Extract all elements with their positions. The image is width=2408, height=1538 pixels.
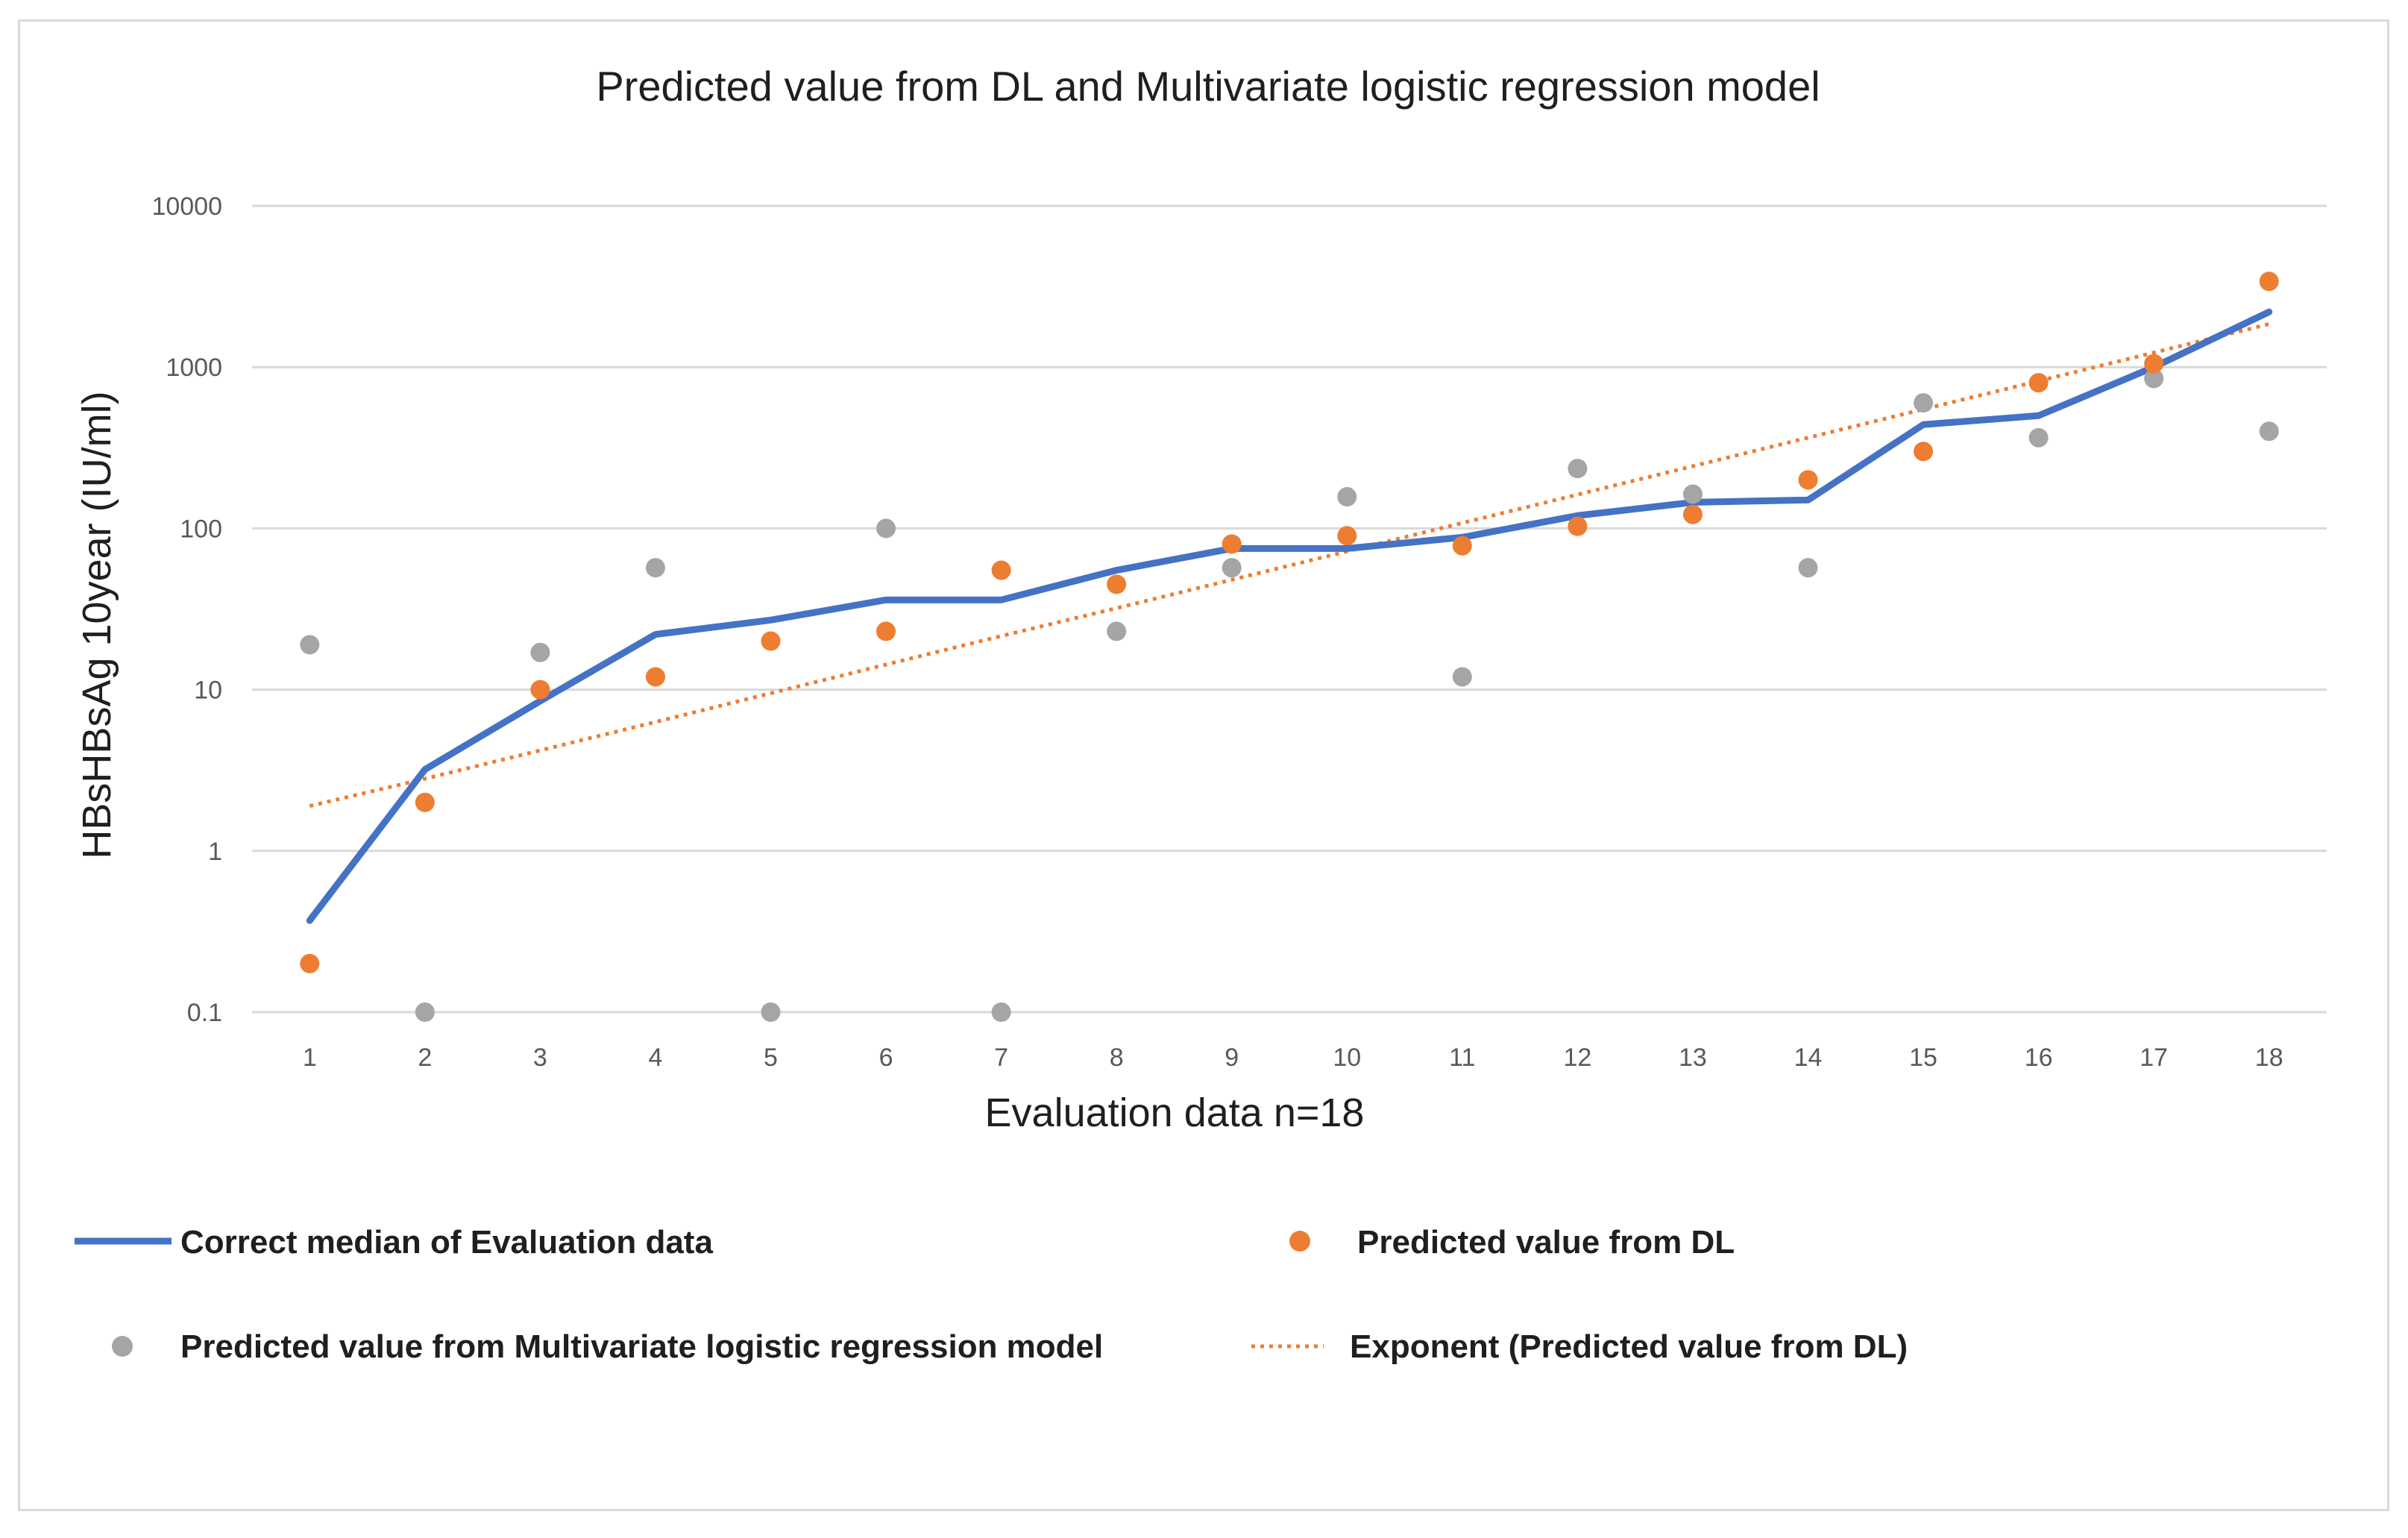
- x-tick-label: 8: [1110, 1043, 1124, 1072]
- legend-label-median: Correct median of Evaluation data: [180, 1224, 713, 1261]
- dl-point: [1682, 504, 1703, 524]
- legend: Correct median of Evaluation data Predic…: [75, 1224, 1908, 1365]
- x-tick-label: 2: [418, 1043, 432, 1072]
- x-tick-label: 12: [1563, 1043, 1591, 1072]
- x-tick-label: 5: [764, 1043, 778, 1072]
- x-axis-ticks: 1 2 3 4 5 6 7 8 9 10 11 12 13 14 15 16 17 18: [303, 1043, 2283, 1072]
- regression-point: [761, 1002, 781, 1022]
- dl-point: [1452, 536, 1472, 556]
- y-axis-ticks: 0.1 1 10 100 1000 10000: [151, 192, 222, 1027]
- x-tick-label: 4: [648, 1043, 662, 1072]
- regression-point: [1682, 484, 1703, 504]
- dl-point: [415, 792, 435, 812]
- x-tick-label: 15: [1909, 1043, 1937, 1072]
- series-line-trendline: [309, 322, 2270, 808]
- x-tick-label: 1: [303, 1043, 317, 1072]
- regression-point: [415, 1002, 435, 1022]
- dl-point: [1568, 516, 1588, 536]
- gridlines: [252, 204, 2327, 1014]
- legend-swatch-regression-marker: [112, 1336, 133, 1357]
- x-tick-label: 13: [1679, 1043, 1707, 1072]
- x-tick-label: 9: [1225, 1043, 1239, 1072]
- dl-point: [645, 667, 665, 687]
- x-tick-label: 7: [994, 1043, 1008, 1072]
- regression-point: [1914, 393, 1934, 413]
- x-tick-label: 3: [533, 1043, 547, 1072]
- series-layer: [300, 271, 2279, 1022]
- regression-point: [300, 635, 320, 655]
- y-tick-label: 1: [208, 838, 222, 866]
- dl-point: [1107, 574, 1127, 594]
- regression-point: [1568, 459, 1588, 479]
- dl-point: [991, 560, 1011, 580]
- regression-point: [1222, 558, 1242, 578]
- x-tick-label: 6: [879, 1043, 893, 1072]
- dl-point: [1914, 442, 1934, 462]
- regression-point: [645, 558, 665, 578]
- y-axis-title: HBsHBsAg 10year (IU/ml): [75, 391, 119, 859]
- dl-point: [300, 953, 320, 973]
- chart-title: Predicted value from DL and Multivariate…: [596, 63, 1820, 110]
- legend-swatch-dl-marker: [1289, 1231, 1310, 1252]
- x-tick-label: 10: [1333, 1043, 1361, 1072]
- y-tick-label: 10000: [151, 192, 222, 221]
- x-axis-title: Evaluation data n=18: [985, 1090, 1365, 1135]
- regression-point: [1452, 667, 1472, 687]
- regression-point: [991, 1002, 1011, 1022]
- regression-point: [2144, 368, 2164, 389]
- dl-point: [1798, 470, 1818, 490]
- dl-point: [1222, 534, 1242, 554]
- regression-point: [1337, 487, 1357, 507]
- dl-point: [2259, 271, 2279, 292]
- dl-point: [2028, 373, 2049, 393]
- legend-label-dl: Predicted value from DL: [1357, 1224, 1735, 1261]
- dl-point: [761, 631, 781, 651]
- regression-point: [530, 642, 550, 662]
- x-tick-label: 18: [2255, 1043, 2283, 1072]
- x-tick-label: 14: [1794, 1043, 1823, 1072]
- y-tick-label: 0.1: [187, 999, 222, 1027]
- dl-point: [876, 621, 896, 641]
- regression-point: [876, 518, 896, 539]
- regression-point: [2028, 427, 2049, 448]
- x-tick-label: 17: [2140, 1043, 2168, 1072]
- dl-point: [530, 679, 550, 700]
- y-tick-label: 10: [194, 677, 222, 705]
- dl-point: [1337, 526, 1357, 546]
- dl-point: [2144, 354, 2164, 374]
- chart-frame: [18, 19, 2389, 1511]
- x-tick-label: 11: [1449, 1043, 1475, 1072]
- y-tick-label: 100: [180, 515, 222, 543]
- regression-point: [2259, 421, 2279, 442]
- legend-label-trendline: Exponent (Predicted value from DL): [1350, 1328, 1908, 1365]
- y-tick-label: 1000: [166, 354, 222, 382]
- x-tick-label: 16: [2025, 1043, 2053, 1072]
- regression-point: [1798, 558, 1818, 578]
- series-line-median: [306, 308, 2273, 924]
- legend-label-regression: Predicted value from Multivariate logist…: [180, 1328, 1103, 1365]
- regression-point: [1107, 621, 1127, 641]
